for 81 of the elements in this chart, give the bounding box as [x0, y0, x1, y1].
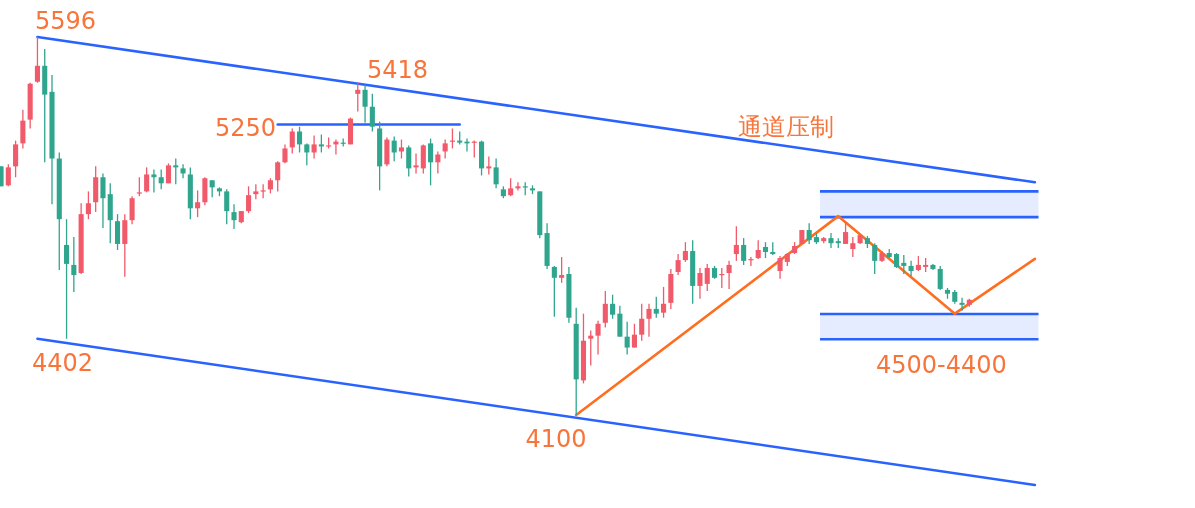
- candlestick: [406, 144, 412, 178]
- candlestick: [624, 321, 630, 356]
- candlestick: [64, 218, 70, 340]
- candlestick: [85, 190, 91, 220]
- annotation: 4500-4400: [876, 351, 1007, 380]
- candlestick: [289, 127, 295, 155]
- candlestick: [275, 160, 281, 193]
- candlestick: [398, 138, 405, 160]
- candlestick: [311, 134, 317, 160]
- annotation: 4402: [32, 348, 94, 377]
- candlestick: [442, 138, 448, 160]
- candlestick: [559, 256, 565, 284]
- candlestick: [828, 232, 834, 249]
- candlestick: [114, 213, 121, 251]
- candlestick: [704, 263, 710, 292]
- candlestick: [34, 36, 40, 84]
- candlestick: [136, 176, 142, 197]
- candlestick: [937, 265, 943, 291]
- candlestick: [231, 203, 237, 230]
- candlestick: [202, 176, 208, 206]
- candlestick: [806, 222, 812, 245]
- candlestick: [304, 142, 310, 167]
- candlestick: [639, 303, 645, 342]
- candlestick: [151, 168, 157, 194]
- candlestick: [617, 305, 623, 338]
- candlestick: [726, 260, 732, 290]
- candlestick: [144, 166, 150, 194]
- candlestick: [435, 150, 441, 175]
- annotation: 5596: [35, 7, 97, 35]
- candlestick: [180, 163, 186, 179]
- candlestick: [362, 84, 368, 124]
- candlestick: [158, 168, 164, 191]
- candlestick: [675, 253, 681, 276]
- candlestick: [872, 242, 878, 275]
- candlestick: [733, 225, 739, 262]
- candlestick: [595, 320, 601, 356]
- candlestick: [71, 236, 77, 293]
- annotation: 5418: [367, 56, 429, 84]
- candlestick: [282, 143, 288, 164]
- candlestick: [631, 323, 637, 349]
- candlestick: [661, 286, 667, 319]
- candlestick: [755, 239, 761, 260]
- candlestick: [420, 143, 426, 175]
- candlestick: [195, 189, 201, 218]
- candlestick: [777, 255, 783, 280]
- candlestick: [493, 157, 499, 189]
- candlestick: [355, 81, 361, 113]
- candlestick: [682, 241, 688, 263]
- candlestick: [246, 185, 252, 214]
- candlestick: [296, 126, 303, 154]
- candlestick: [959, 297, 965, 312]
- candlestick: [413, 152, 419, 175]
- candlestick: [741, 237, 747, 266]
- candlestick: [260, 183, 266, 199]
- candlestick: [908, 260, 914, 277]
- candlestick: [515, 181, 521, 192]
- candlestick: [697, 267, 703, 300]
- candlestick: [850, 236, 856, 258]
- candlestick: [901, 254, 907, 275]
- candlestick: [100, 172, 106, 229]
- candlestick: [843, 221, 849, 245]
- annotation: 通道压制: [738, 113, 834, 142]
- candlestick: [391, 135, 397, 162]
- candlestick: [602, 290, 608, 329]
- candlestick: [551, 265, 557, 318]
- candlestick: [610, 294, 616, 320]
- candlestick: [173, 157, 179, 185]
- candlestick: [5, 163, 11, 187]
- candlestick: [588, 329, 594, 367]
- candlestick: [224, 188, 230, 225]
- candlestick: [646, 303, 652, 338]
- candlestick: [428, 137, 434, 186]
- candlestick: [122, 213, 128, 278]
- annotation: 5250: [214, 114, 276, 142]
- candlestick: [20, 109, 26, 150]
- annotation: 4100: [525, 425, 587, 454]
- candlestick: [253, 183, 259, 200]
- candlestick: [369, 93, 375, 133]
- candlestick: [129, 195, 135, 225]
- candlestick: [13, 139, 19, 178]
- candlestick: [653, 296, 659, 319]
